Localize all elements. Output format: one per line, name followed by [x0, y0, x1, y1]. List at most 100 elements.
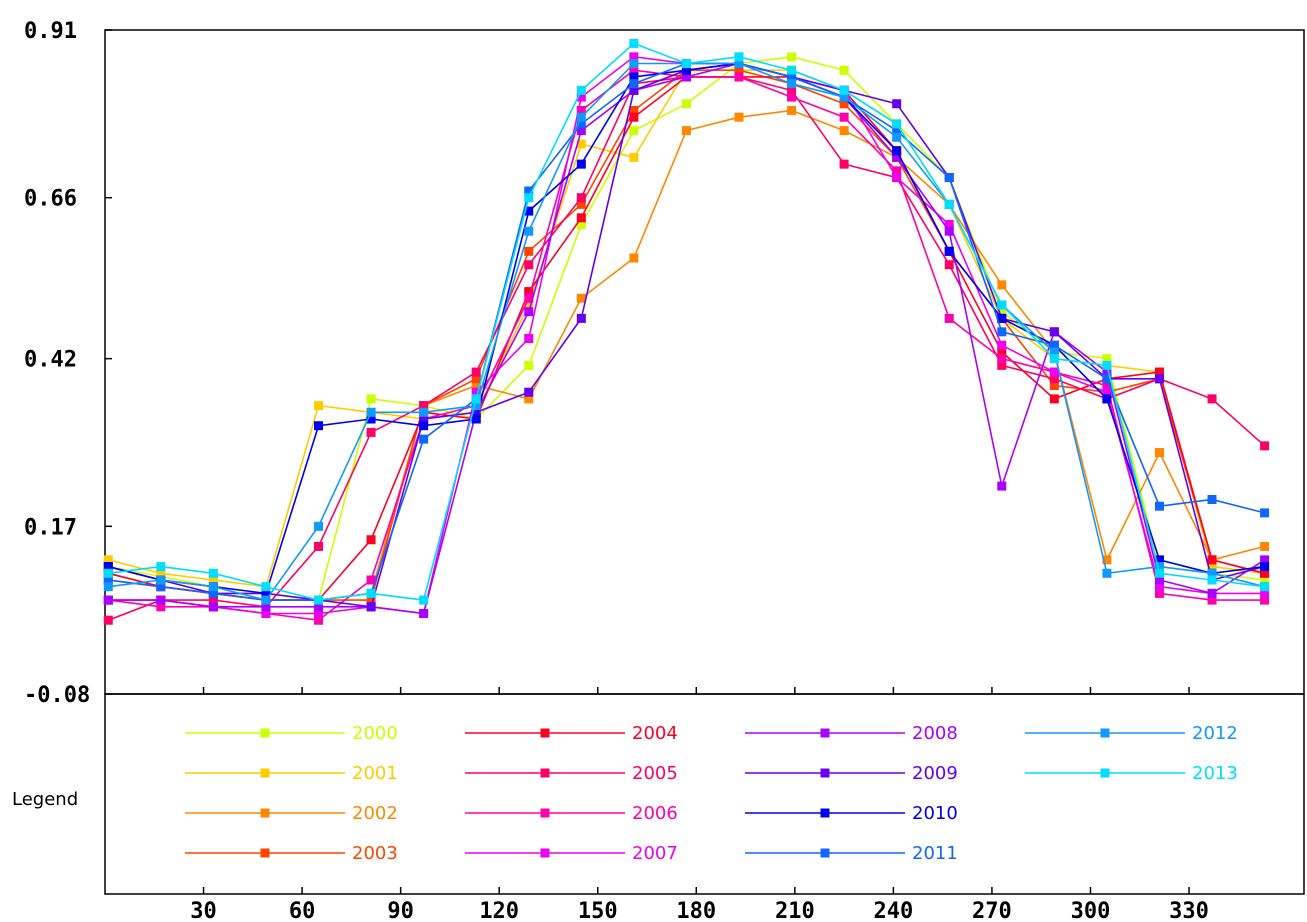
data-point	[1154, 582, 1164, 592]
x-tick-label: 60	[289, 899, 316, 922]
legend-item-2005: 2005	[465, 763, 678, 784]
data-point	[576, 293, 586, 303]
data-point	[734, 52, 744, 62]
data-point	[524, 387, 534, 397]
data-point	[1049, 394, 1059, 404]
data-point	[576, 213, 586, 223]
legend-label: 2011	[912, 843, 958, 864]
series-2002	[103, 105, 1270, 605]
legend-item-2003: 2003	[185, 843, 398, 864]
data-point	[1049, 374, 1059, 384]
series-line	[108, 76, 1265, 601]
data-point	[103, 615, 113, 625]
data-point	[681, 65, 691, 75]
data-point	[892, 132, 902, 142]
data-point	[1207, 555, 1217, 565]
data-point	[314, 541, 324, 551]
data-point	[419, 407, 429, 417]
legend-marker	[260, 768, 270, 778]
data-point	[1154, 568, 1164, 578]
legend-label: 2003	[352, 843, 398, 864]
data-point	[1154, 588, 1164, 598]
data-point	[1102, 394, 1112, 404]
legend-marker	[1100, 768, 1110, 778]
data-point	[1102, 374, 1112, 384]
data-point	[524, 186, 534, 196]
x-tick-label: 30	[190, 899, 217, 922]
series-2013	[103, 38, 1270, 605]
legend-label: 2013	[1192, 763, 1238, 784]
data-point	[261, 609, 271, 619]
data-point	[1207, 562, 1217, 572]
data-point	[1207, 494, 1217, 504]
series-layer	[103, 38, 1270, 625]
data-point	[524, 260, 534, 270]
data-point	[524, 334, 534, 344]
legend-item-2011: 2011	[745, 843, 958, 864]
legend-marker	[540, 768, 550, 778]
data-point	[103, 562, 113, 572]
x-tick-label: 300	[1071, 899, 1111, 922]
data-point	[1207, 568, 1217, 578]
data-point	[1207, 575, 1217, 585]
data-point	[629, 253, 639, 263]
data-point	[892, 126, 902, 136]
data-point	[419, 414, 429, 424]
legend-label: 2001	[352, 763, 398, 784]
data-point	[103, 595, 113, 605]
series-2009	[103, 59, 1270, 612]
data-point	[419, 609, 429, 619]
series-2008	[103, 59, 1270, 619]
data-point	[1049, 354, 1059, 364]
data-point	[997, 360, 1007, 370]
data-point	[208, 588, 218, 598]
data-point	[103, 582, 113, 592]
x-tick-label: 270	[972, 899, 1012, 922]
data-point	[892, 119, 902, 129]
data-point	[997, 300, 1007, 310]
data-point	[629, 59, 639, 69]
data-point	[576, 199, 586, 209]
data-point	[1154, 501, 1164, 511]
data-point	[314, 401, 324, 411]
data-point	[629, 72, 639, 82]
data-point	[366, 575, 376, 585]
legend-label: 2002	[352, 803, 398, 824]
data-point	[366, 407, 376, 417]
legend-marker	[540, 808, 550, 818]
data-point	[1154, 575, 1164, 585]
legend-label: 2004	[632, 723, 678, 744]
legend-marker	[260, 848, 270, 858]
x-tick-label: 330	[1169, 899, 1209, 922]
data-point	[576, 139, 586, 149]
data-point	[1154, 374, 1164, 384]
data-point	[1049, 380, 1059, 390]
data-point	[1207, 588, 1217, 598]
legend-label: 2012	[1192, 723, 1238, 744]
data-point	[314, 615, 324, 625]
data-point	[103, 555, 113, 565]
data-point	[629, 152, 639, 162]
data-point	[524, 246, 534, 256]
x-tick-label: 180	[676, 899, 716, 922]
legend-label: 2009	[912, 763, 958, 784]
data-point	[787, 79, 797, 89]
x-tick-label: 90	[387, 899, 414, 922]
data-point	[103, 568, 113, 578]
series-line	[108, 55, 1265, 601]
data-point	[1260, 441, 1270, 451]
data-point	[1102, 387, 1112, 397]
data-point	[208, 602, 218, 612]
data-point	[471, 407, 481, 417]
data-point	[681, 99, 691, 109]
legend-item-2001: 2001	[185, 763, 398, 784]
data-point	[576, 92, 586, 102]
data-point	[524, 293, 534, 303]
data-point	[787, 105, 797, 115]
data-point	[366, 588, 376, 598]
data-point	[734, 59, 744, 69]
series-line	[108, 69, 1265, 601]
series-2004	[103, 72, 1270, 605]
data-point	[629, 85, 639, 95]
